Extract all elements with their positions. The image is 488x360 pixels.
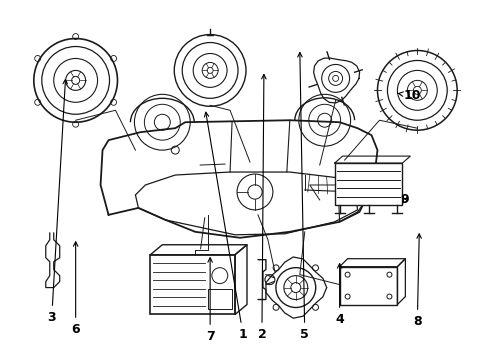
Text: 10: 10 (397, 89, 420, 102)
Text: 3: 3 (47, 80, 67, 324)
Text: 6: 6 (71, 242, 80, 336)
Text: 4: 4 (335, 264, 343, 326)
Circle shape (377, 50, 456, 130)
Bar (334, 163, 402, 205)
Bar (150, 255, 235, 315)
Text: 8: 8 (412, 234, 421, 328)
Text: 2: 2 (257, 75, 266, 341)
Circle shape (174, 35, 245, 106)
Text: 9: 9 (399, 193, 408, 206)
Bar (339, 267, 397, 305)
Text: 1: 1 (204, 112, 247, 341)
Circle shape (34, 39, 117, 122)
Text: 7: 7 (205, 258, 214, 343)
Bar (207, 289, 231, 310)
Text: 5: 5 (297, 53, 308, 341)
